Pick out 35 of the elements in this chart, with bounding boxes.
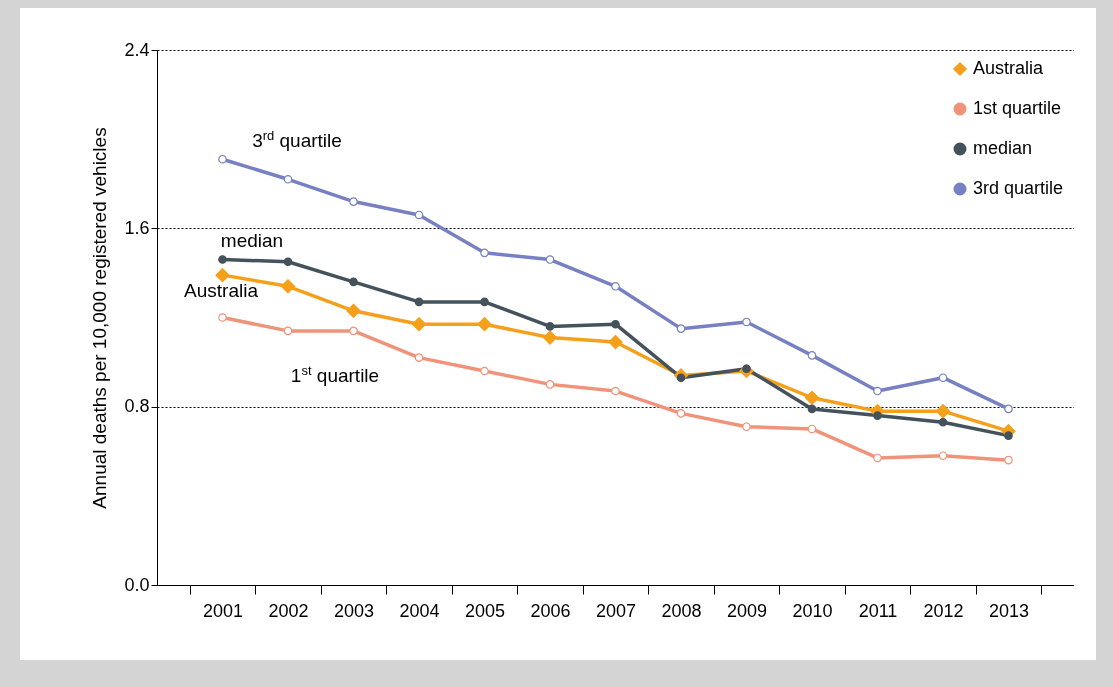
x-tick-label: 2007 [595,600,637,621]
x-tick-label: 2008 [661,600,702,621]
x-tick-label: 2003 [333,600,375,621]
point [804,390,820,405]
legend-label: 3rd quartile [973,178,1064,198]
point [215,268,230,283]
point [608,334,623,350]
x-tick-label: 2002 [268,600,309,621]
annotation: 1$^{st}$ quartile [290,362,380,386]
legend-label: median [973,138,1033,158]
x-tick-label: 2001 [202,600,244,621]
point [542,330,558,345]
y-tick-label: 2.4 [124,39,150,60]
x-tick-label: 2009 [726,600,768,621]
x-tick-label: 2004 [399,600,440,621]
annotation: median [220,230,284,251]
x-tick-label: 2012 [923,600,964,621]
x-tick-label: 2006 [530,600,571,621]
legend-label: Australia [973,58,1045,78]
x-tick-label: 2010 [792,600,833,621]
y-tick-label: 0.8 [124,396,150,417]
x-tick-label: 2011 [858,600,898,621]
point [346,303,361,318]
y-tick-label: 1.6 [124,217,150,238]
point [935,404,951,419]
y-tick-label: 0.0 [124,574,150,595]
point [411,317,427,332]
y-axis-title: Annual deaths per 10,000 registered vehicles [89,127,111,509]
point [477,317,492,332]
x-tick-label: 2013 [988,600,1030,621]
legend-label: 1st quartile [973,98,1062,118]
annotation: Australia [184,280,259,301]
point [280,279,296,294]
x-tick-label: 2005 [464,600,506,621]
annotation: 3$^{rd}$ quartile [252,127,342,151]
